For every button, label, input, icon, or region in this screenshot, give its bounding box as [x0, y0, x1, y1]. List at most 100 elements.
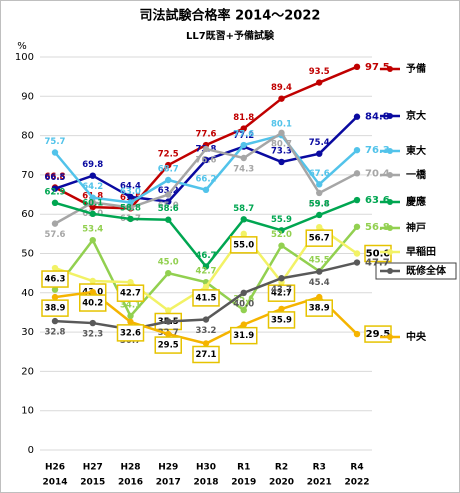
legend-marker	[387, 334, 393, 340]
data-point	[240, 141, 247, 149]
data-point	[278, 275, 285, 282]
data-point	[202, 186, 210, 194]
data-label: 35.6	[233, 295, 254, 305]
data-label: 56.7	[309, 234, 330, 244]
legend-marker	[387, 148, 393, 154]
data-label: 32.6	[120, 328, 141, 338]
legend-marker	[387, 113, 393, 119]
data-label: 46.3	[45, 275, 66, 285]
data-label: 45.5	[309, 256, 330, 266]
data-point	[353, 196, 361, 204]
label-box	[79, 294, 107, 312]
x-tick-label: R2	[275, 463, 288, 473]
data-point	[165, 161, 172, 169]
data-label: 97.5	[365, 62, 390, 73]
y-tick-label: 90	[21, 91, 34, 102]
data-label: 66.8	[45, 172, 66, 182]
data-label: 42.7	[271, 289, 292, 299]
y-tick-label: 100	[15, 52, 34, 63]
data-point	[51, 293, 59, 301]
legend-label: 慶應	[406, 195, 426, 208]
data-label: 58.8	[120, 203, 141, 213]
data-point	[51, 317, 59, 325]
data-point	[202, 340, 210, 347]
data-point	[353, 146, 361, 154]
data-point	[127, 215, 134, 223]
data-label: 55.0	[233, 240, 254, 250]
data-point	[353, 170, 361, 177]
label-box	[41, 270, 69, 288]
data-label: 38.9	[309, 304, 330, 314]
data-label: 35.9	[271, 315, 292, 325]
y-tick-label: 60	[21, 209, 34, 220]
legend-label: 一橋	[406, 168, 427, 181]
legend-marker	[387, 268, 393, 274]
data-label: 42.7	[196, 267, 217, 277]
data-point	[165, 318, 172, 325]
data-point	[316, 293, 323, 301]
data-point	[278, 242, 285, 249]
data-label: 68.7	[158, 165, 179, 175]
x-tick-label: R1	[237, 463, 250, 473]
y-tick-label: 30	[21, 327, 34, 338]
data-point	[89, 210, 96, 218]
data-point	[202, 283, 210, 291]
data-label: 89.4	[271, 83, 292, 93]
x-tick-label: H28	[120, 463, 140, 473]
data-point	[165, 330, 172, 338]
y-tick-label: 80	[21, 131, 34, 142]
data-label: 64.2	[82, 182, 103, 192]
data-point	[240, 230, 247, 238]
chart-subtitle: LL7既習+予備試験	[186, 29, 275, 42]
x-tick-year: 2021	[307, 478, 332, 488]
x-tick-year: 2020	[269, 478, 294, 488]
label-box	[116, 284, 145, 302]
data-point	[278, 305, 285, 313]
x-tick-year: 2017	[156, 478, 181, 488]
label-box	[41, 299, 69, 317]
data-label: 43.7	[271, 285, 292, 295]
data-point	[316, 189, 323, 197]
data-point	[353, 63, 361, 71]
data-label: 40.0	[233, 299, 254, 309]
data-label: 31.9	[233, 331, 254, 341]
data-label: 52.0	[271, 230, 292, 240]
data-point	[127, 199, 134, 206]
legend-label: 既修全体	[406, 264, 447, 277]
label-box	[230, 326, 258, 345]
data-label: 84.8	[365, 112, 390, 123]
data-point	[316, 211, 323, 219]
label-box	[305, 229, 333, 247]
chart-title: 司法試験合格率 2014～2022	[140, 8, 321, 24]
legend-marker	[387, 249, 393, 255]
data-label: 40.2	[82, 299, 103, 309]
data-label: 32.8	[45, 328, 66, 338]
data-point	[127, 312, 134, 320]
data-point	[353, 223, 361, 230]
legend-label: 早稲田	[406, 245, 436, 258]
data-label: 32.3	[82, 330, 103, 340]
legend-label: 予備	[406, 62, 426, 75]
data-point	[316, 79, 323, 86]
data-label: 70.4	[365, 168, 390, 179]
x-tick-year: 2019	[231, 478, 256, 488]
x-tick-year: 2015	[80, 478, 105, 488]
data-label: 76.3	[365, 145, 390, 156]
data-label: 27.1	[196, 350, 217, 360]
data-label: 58.7	[233, 204, 254, 214]
x-tick-label: R3	[313, 463, 326, 473]
data-point	[89, 288, 96, 296]
data-label: 69.8	[82, 160, 103, 170]
data-point	[165, 216, 172, 223]
data-point	[165, 307, 172, 314]
data-label: 80.1	[271, 120, 292, 130]
data-label: 50.0	[366, 249, 391, 260]
data-label: 93.5	[309, 67, 330, 77]
legend-label: 中央	[406, 330, 427, 343]
x-tick-label: R4	[350, 463, 363, 473]
data-point	[127, 204, 134, 211]
data-label: 81.8	[233, 113, 254, 123]
label-box	[154, 336, 182, 354]
data-point	[202, 145, 210, 153]
